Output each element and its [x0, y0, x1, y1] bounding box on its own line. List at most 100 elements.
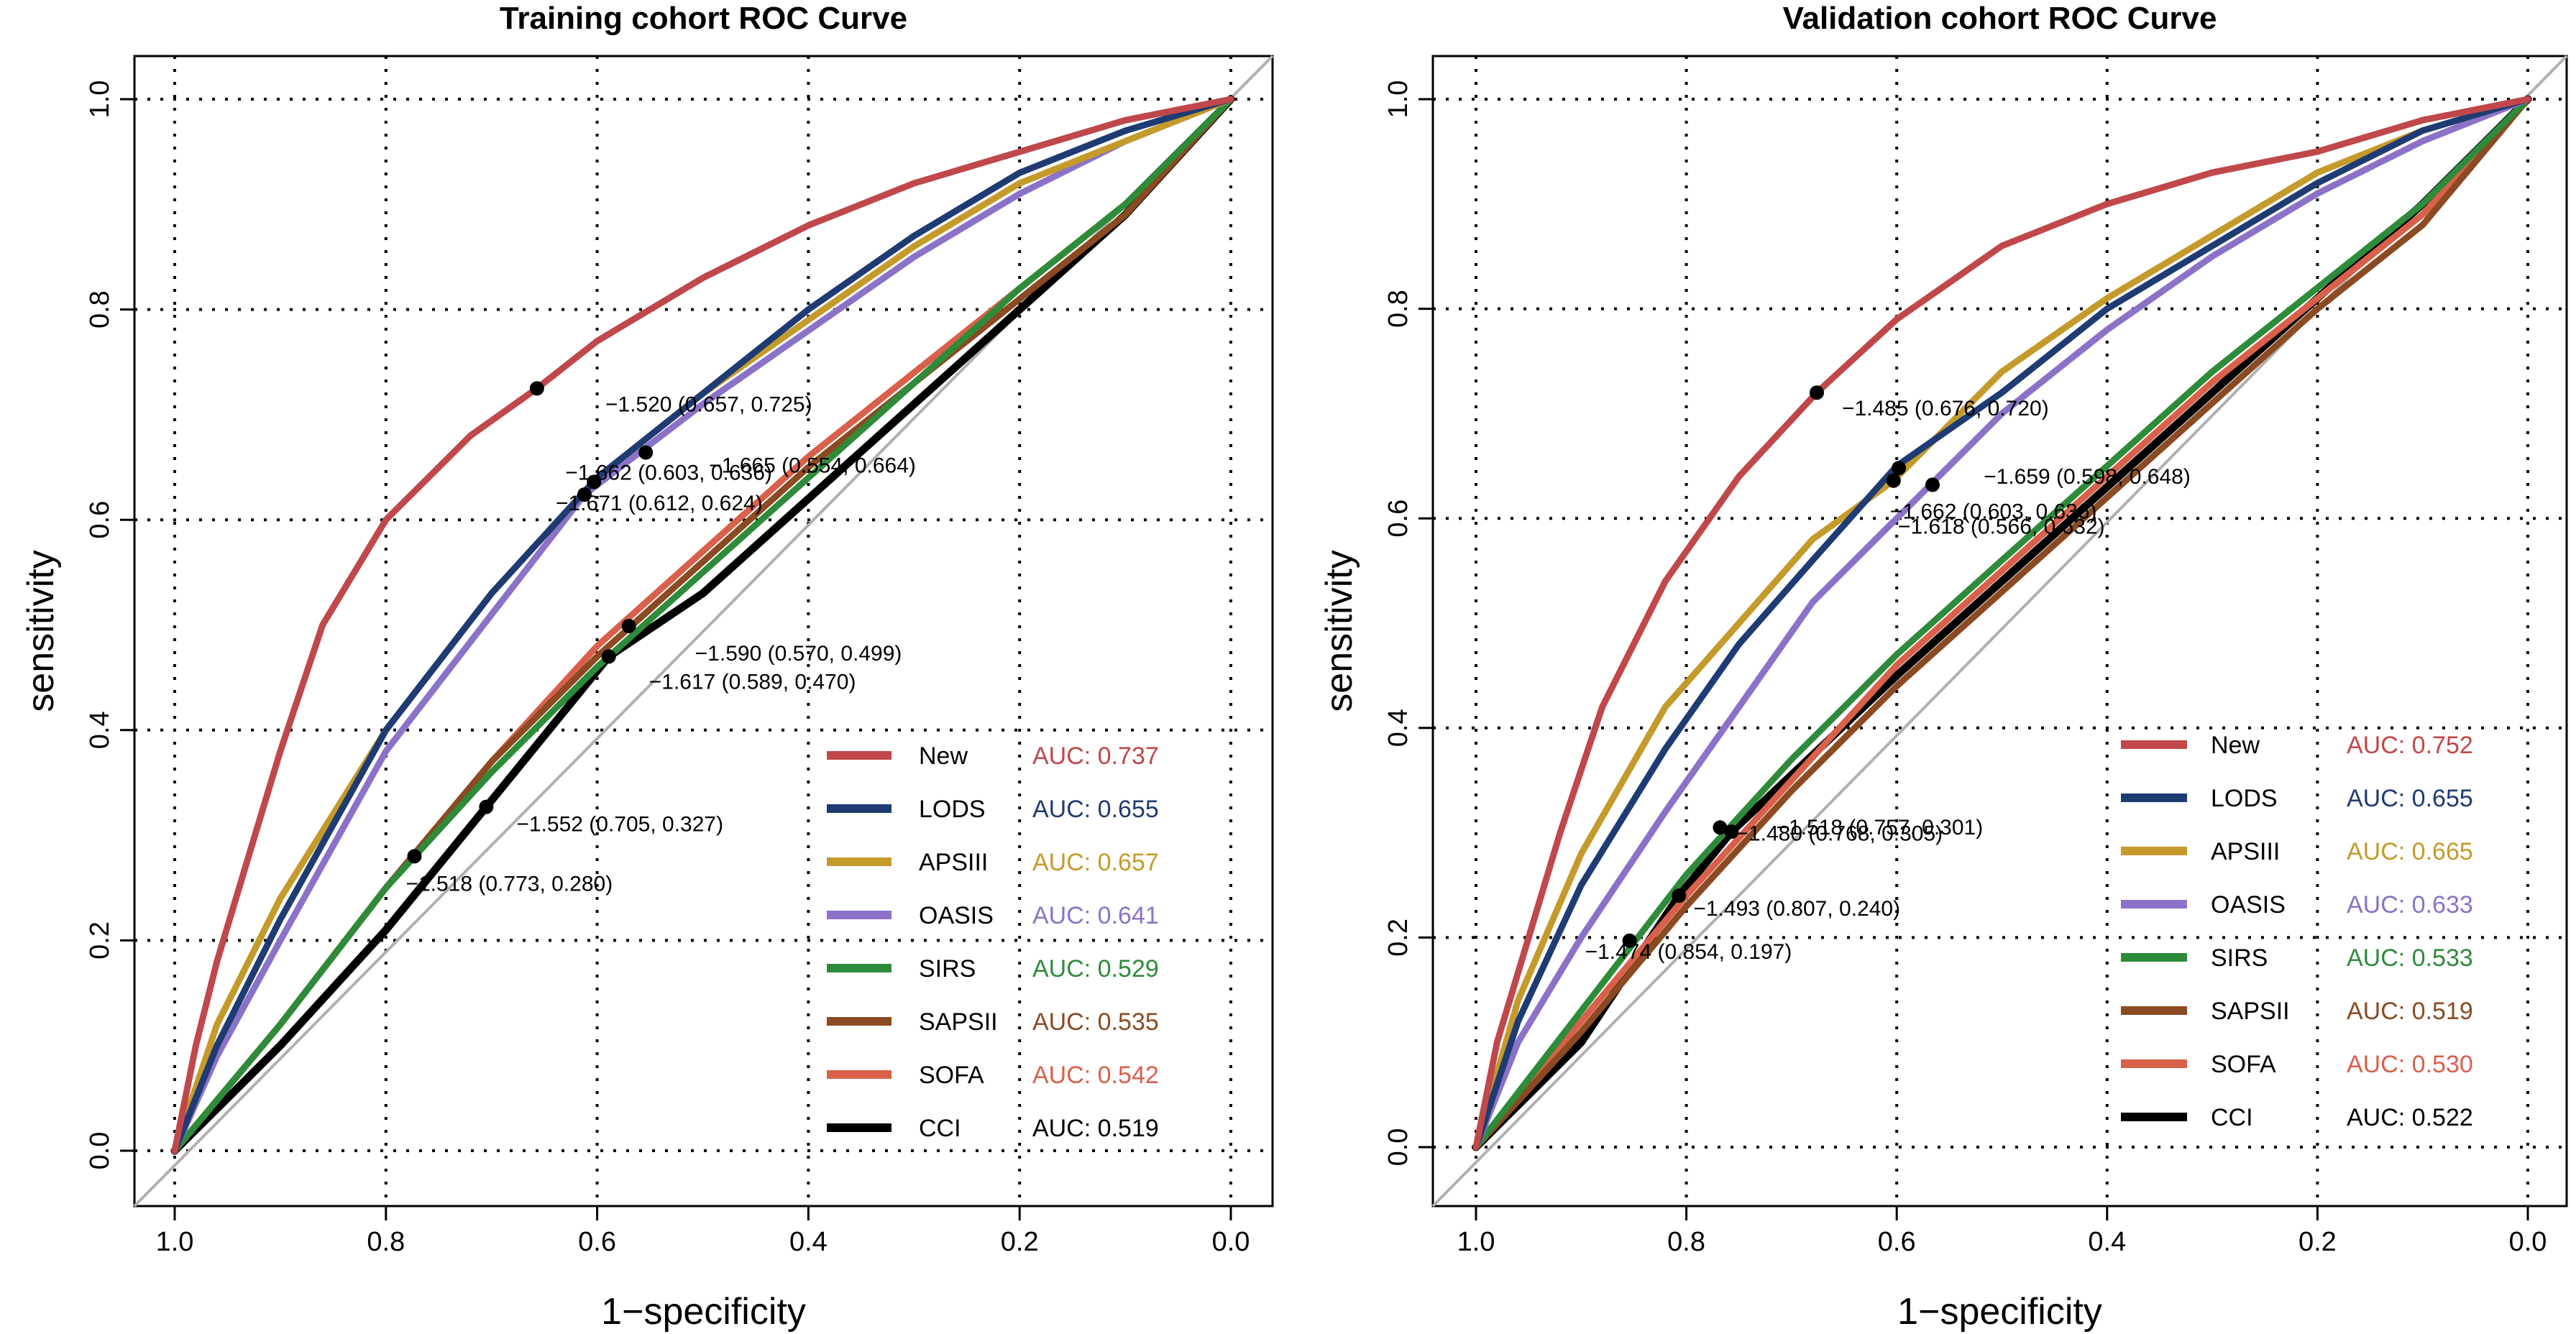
x-tick-label: 0.2: [2298, 1227, 2337, 1257]
threshold-label: −1.520 (0.657, 0.725): [605, 392, 812, 416]
threshold-point: [407, 849, 422, 864]
threshold-point: [638, 445, 654, 460]
threshold-label: −1.590 (0.570, 0.499): [695, 642, 902, 666]
y-tick-label: 0.2: [85, 921, 115, 960]
y-tick-label: 1.0: [85, 80, 115, 119]
threshold-point: [1925, 477, 1940, 492]
legend-label: OASIS: [919, 902, 994, 929]
legend-auc: AUC: 0.633: [2347, 891, 2473, 919]
legend-label: SAPSII: [919, 1008, 998, 1036]
legend-label: New: [919, 742, 968, 770]
x-tick-label: 0.6: [578, 1227, 616, 1257]
legend-label: New: [2211, 732, 2260, 759]
legend-auc: AUC: 0.655: [2347, 785, 2473, 812]
legend-auc: AUC: 0.519: [1032, 1115, 1159, 1142]
x-tick-label: 0.8: [367, 1227, 405, 1257]
threshold-point: [1713, 820, 1728, 835]
plot-frame: [133, 55, 1274, 1208]
threshold-label: −1.662 (0.603, 0.636): [1890, 500, 2097, 524]
x-tick-label: 1.0: [1457, 1227, 1495, 1257]
y-tick-label: 0.4: [1383, 709, 1413, 747]
x-axis-label: 1−specificity: [1897, 1291, 2102, 1333]
legend-label: OASIS: [2211, 891, 2286, 919]
threshold-label: −1.474 (0.854, 0.197): [1585, 940, 1792, 964]
legend-label: APSIII: [2211, 838, 2280, 865]
roc-curve-sirs: [171, 96, 1234, 1154]
y-tick-label: 0.8: [85, 290, 115, 328]
y-tick-label: 0.4: [85, 711, 115, 749]
roc-chart-1: 1.0 0.8 0.6 0.4 0.2 0.0 0.0 0.2 0.4 0.6 0.8 1.0 Trai…: [20, 1, 1274, 1333]
legend-auc: AUC: 0.752: [2347, 732, 2473, 759]
threshold-point: [577, 487, 592, 502]
threshold-label: −1.659 (0.598, 0.648): [1984, 465, 2191, 489]
roc-curve-cci: [170, 95, 1235, 1155]
x-tick-label: 0.4: [2088, 1227, 2126, 1257]
threshold-point: [601, 649, 616, 664]
roc-chart-2: 1.0 0.8 0.6 0.4 0.2 0.0 0.0 0.2 0.4 0.6 0.8 1.0 Vali…: [1319, 1, 2568, 1333]
legend-auc: AUC: 0.737: [1032, 742, 1159, 770]
y-axis-label: sensitivity: [20, 550, 62, 712]
legend-auc: AUC: 0.535: [1032, 1008, 1159, 1036]
legend-label: CCI: [2211, 1104, 2253, 1131]
legend-label: APSIII: [919, 849, 988, 876]
roc-curve-sapsii: [1472, 96, 2531, 1151]
legend-auc: AUC: 0.522: [2347, 1104, 2473, 1131]
threshold-label: −1.480 (0.768, 0.305): [1736, 822, 1943, 845]
legend-label: SOFA: [919, 1062, 984, 1089]
y-tick-label: 0.2: [1383, 919, 1413, 957]
x-tick-label: 0.6: [1878, 1227, 1916, 1257]
legend-auc: AUC: 0.533: [2347, 944, 2473, 972]
threshold-label: −1.485 (0.676, 0.720): [1842, 397, 2049, 420]
legend-auc: AUC: 0.529: [1032, 955, 1159, 983]
roc-curve-sirs: [1472, 96, 2531, 1151]
y-tick-label: 0.0: [85, 1132, 115, 1170]
threshold-label: −1.618 (0.566, 0.632): [1898, 515, 2105, 539]
legend-label: LODS: [919, 796, 986, 823]
roc-curve-lods: [171, 96, 1234, 1154]
roc-curve-sofa: [1472, 96, 2531, 1151]
x-tick-label: 0.2: [1001, 1227, 1039, 1257]
threshold-point: [1622, 933, 1637, 948]
roc-curve-oasis: [1472, 96, 2531, 1151]
legend-label: LODS: [2211, 785, 2278, 812]
threshold-point: [1724, 824, 1739, 840]
legend-label: SIRS: [2211, 944, 2268, 972]
threshold-label: −1.493 (0.807, 0.240): [1693, 897, 1900, 921]
legend-auc: AUC: 0.657: [1032, 849, 1159, 876]
y-tick-label: 0.6: [1383, 500, 1413, 538]
threshold-point: [529, 381, 544, 396]
threshold-label: −1.662 (0.603, 0.636): [565, 461, 772, 485]
legend-auc: AUC: 0.530: [2347, 1051, 2473, 1078]
y-tick-label: 0.0: [1383, 1128, 1413, 1167]
chart-title: Training cohort ROC Curve: [500, 1, 907, 36]
threshold-label: −1.617 (0.589, 0.470): [649, 670, 856, 694]
legend-auc: AUC: 0.542: [1032, 1062, 1159, 1089]
legend-label: SAPSII: [2211, 998, 2290, 1025]
threshold-point: [1886, 473, 1901, 488]
legend-label: SOFA: [2211, 1051, 2276, 1078]
y-tick-label: 1.0: [1383, 80, 1413, 119]
threshold-point: [1810, 385, 1825, 400]
y-tick-label: 0.6: [85, 501, 115, 539]
x-tick-label: 0.4: [789, 1227, 828, 1257]
threshold-label: −1.518 (0.773, 0.280): [405, 872, 613, 896]
threshold-label: −1.671 (0.612, 0.624): [556, 492, 763, 515]
chart-title: Validation cohort ROC Curve: [1783, 1, 2217, 36]
threshold-label: −1.665 (0.554, 0.664): [709, 454, 916, 478]
legend-auc: AUC: 0.641: [1032, 902, 1159, 929]
x-axis-label: 1−specificity: [601, 1291, 806, 1333]
legend-auc: AUC: 0.665: [2347, 838, 2473, 865]
roc-curve-new: [171, 96, 1234, 1154]
legend-label: CCI: [919, 1115, 961, 1142]
threshold-label: −1.518 (0.757, 0.301): [1777, 816, 1984, 840]
x-tick-label: 0.0: [2509, 1227, 2547, 1257]
threshold-point: [479, 799, 494, 814]
x-tick-label: 0.8: [1667, 1227, 1705, 1257]
y-axis-label: sensitivity: [1319, 550, 1360, 712]
threshold-label: −1.552 (0.705, 0.327): [516, 813, 723, 837]
legend-auc: AUC: 0.655: [1032, 796, 1159, 823]
threshold-point: [1672, 888, 1687, 903]
y-tick-label: 0.8: [1383, 290, 1413, 328]
threshold-point: [621, 618, 636, 633]
